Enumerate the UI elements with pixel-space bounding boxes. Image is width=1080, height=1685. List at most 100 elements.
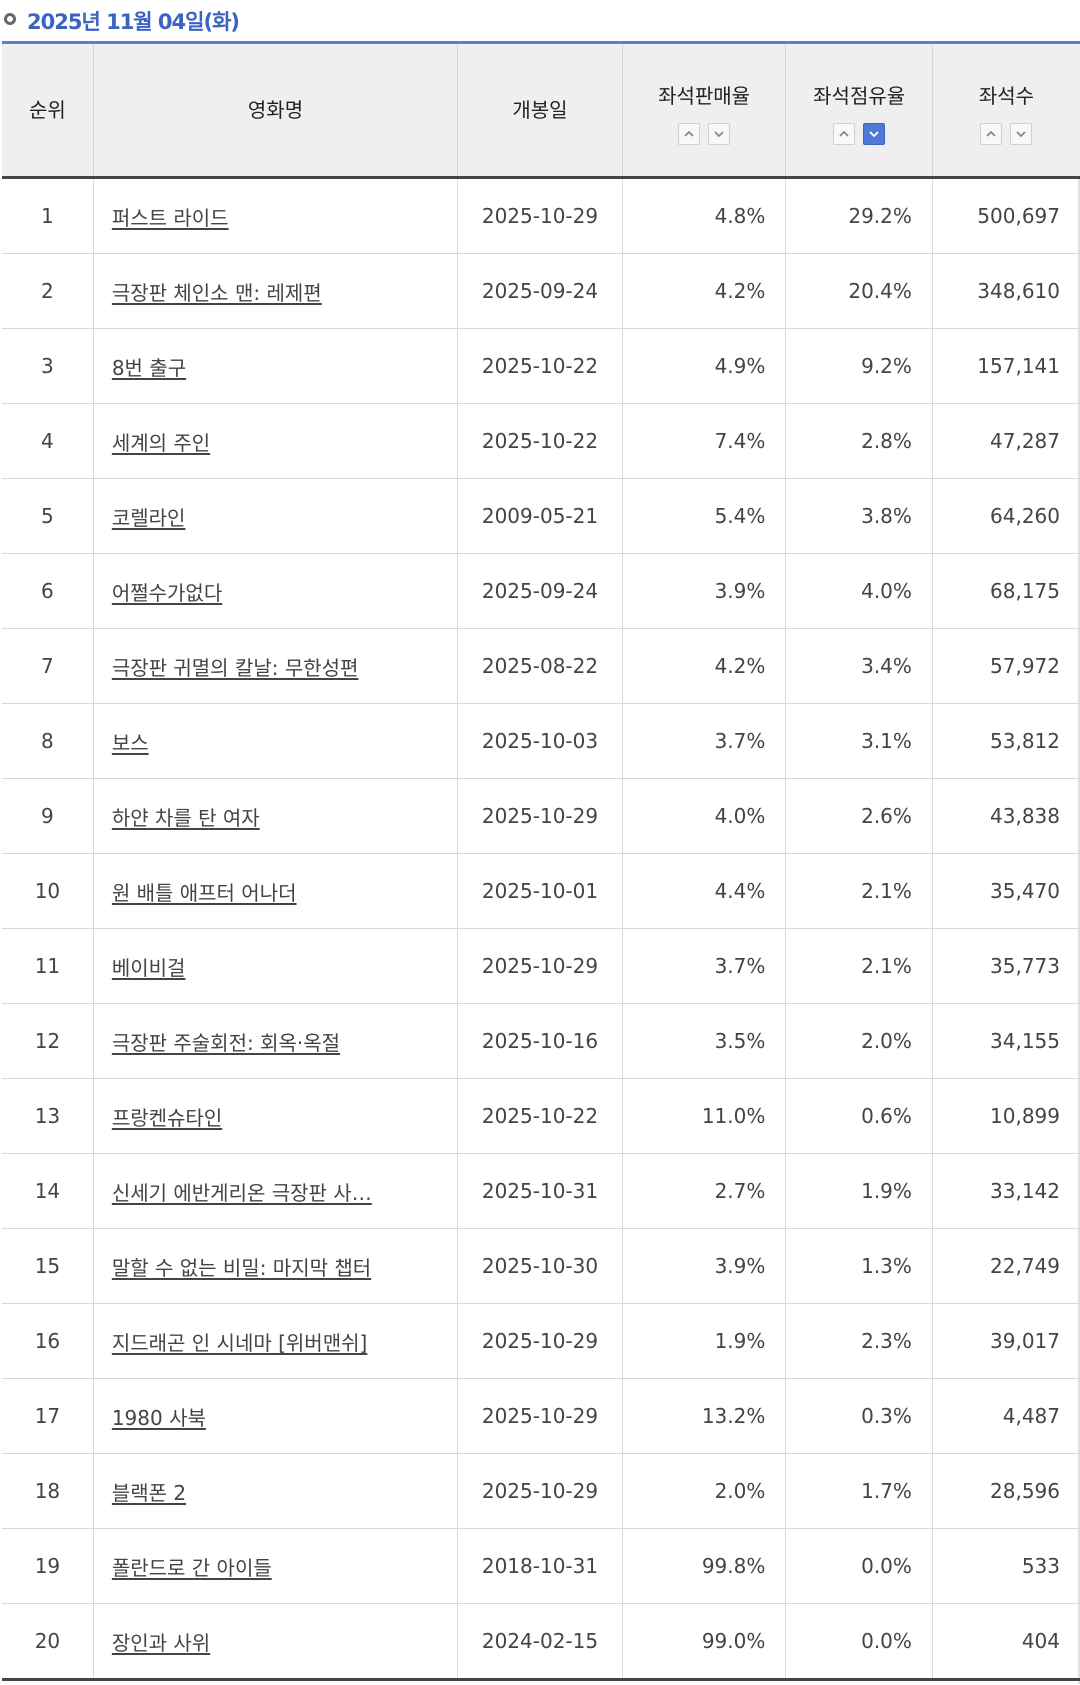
movie-title-link[interactable]: 극장판 귀멸의 칼날: 무한성편 xyxy=(111,655,359,680)
seat-share-cell: 2.3% xyxy=(785,1303,933,1379)
movie-title-link[interactable]: 극장판 체인소 맨: 레제편 xyxy=(111,280,322,305)
sale-rate-cell: 4.0% xyxy=(621,778,786,854)
table-row: 5 코렐라인 2009-05-21 5.4% 3.8% 64,260 xyxy=(2,478,1080,554)
sale-rate-cell: 4.9% xyxy=(621,328,786,404)
seats-cell: 500,697 xyxy=(931,177,1080,254)
rank-cell: 8 xyxy=(2,703,94,779)
table-row: 9 하얀 차를 탄 여자 2025-10-29 4.0% 2.6% 43,838 xyxy=(2,778,1080,854)
sale-rate-cell: 3.9% xyxy=(621,553,786,629)
box-office-table: 순위 영화명 개봉일 좌석판매율 좌석점유율 좌석수 xyxy=(2,44,1080,1681)
seat-share-cell: 2.0% xyxy=(785,1003,933,1079)
seats-cell: 4,487 xyxy=(931,1378,1080,1454)
release-date-cell: 2025-10-29 xyxy=(457,778,623,854)
chevron-down-icon[interactable] xyxy=(1010,123,1033,145)
chevron-down-icon[interactable] xyxy=(708,123,731,145)
table-row: 2 극장판 체인소 맨: 레제편 2025-09-24 4.2% 20.4% 348,61… xyxy=(2,253,1080,329)
seat-share-cell: 3.8% xyxy=(785,478,933,554)
seats-cell: 47,287 xyxy=(931,403,1080,479)
movie-title-link[interactable]: 신세기 에반게리온 극장판 사… xyxy=(111,1180,372,1205)
movie-title-link[interactable]: 장인과 사위 xyxy=(111,1630,211,1655)
header-rule xyxy=(2,41,1080,44)
title-cell: 극장판 주술회전: 회옥·옥절 xyxy=(92,1003,458,1079)
movie-title-link[interactable]: 프랑켄슈타인 xyxy=(111,1105,223,1130)
seats-cell: 348,610 xyxy=(931,253,1080,329)
table-row: 8 보스 2025-10-03 3.7% 3.1% 53,812 xyxy=(2,703,1080,779)
table-row: 20 장인과 사위 2024-02-15 99.0% 0.0% 404 xyxy=(2,1603,1080,1681)
title-cell: 코렐라인 xyxy=(92,478,458,554)
title-cell: 원 배틀 애프터 어나더 xyxy=(92,853,458,929)
title-cell: 베이비걸 xyxy=(92,928,458,1004)
movie-title-link[interactable]: 세계의 주인 xyxy=(111,430,211,455)
release-date-cell: 2025-10-29 xyxy=(457,177,623,254)
release-date-cell: 2025-10-22 xyxy=(457,1078,623,1154)
release-date-cell: 2025-10-29 xyxy=(457,1378,623,1454)
table-row: 18 블랙폰 2 2025-10-29 2.0% 1.7% 28,596 xyxy=(2,1453,1080,1529)
movie-title-link[interactable]: 말할 수 없는 비밀: 마지막 챕터 xyxy=(111,1255,372,1280)
seats-sort xyxy=(933,123,1080,145)
rank-cell: 6 xyxy=(2,553,94,629)
chevron-up-icon[interactable] xyxy=(678,123,701,145)
release-date-cell: 2025-08-22 xyxy=(457,628,623,704)
seats-cell: 57,972 xyxy=(931,628,1080,704)
table-row: 3 8번 출구 2025-10-22 4.9% 9.2% 157,141 xyxy=(2,328,1080,404)
col-seats: 좌석수 xyxy=(931,44,1080,179)
release-date-cell: 2025-10-31 xyxy=(457,1153,623,1229)
col-title: 영화명 xyxy=(92,44,458,179)
seats-cell: 10,899 xyxy=(931,1078,1080,1154)
title-cell: 세계의 주인 xyxy=(92,403,458,479)
chevron-up-icon[interactable] xyxy=(833,123,856,145)
rank-cell: 15 xyxy=(2,1228,94,1304)
seats-cell: 22,749 xyxy=(931,1228,1080,1304)
sale-rate-cell: 2.7% xyxy=(621,1153,786,1229)
release-date-cell: 2025-10-22 xyxy=(457,328,623,404)
movie-title-link[interactable]: 폴란드로 간 아이들 xyxy=(111,1555,272,1580)
movie-title-link[interactable]: 8번 출구 xyxy=(111,355,187,380)
seat-share-cell: 3.1% xyxy=(785,703,933,779)
sale-rate-cell: 4.4% xyxy=(621,853,786,929)
movie-title-link[interactable]: 블랙폰 2 xyxy=(111,1480,187,1505)
release-date-cell: 2025-09-24 xyxy=(457,253,623,329)
release-date-cell: 2025-10-01 xyxy=(457,853,623,929)
sale-rate-sort xyxy=(623,123,786,145)
movie-title-link[interactable]: 어쩔수가없다 xyxy=(111,580,223,605)
movie-title-link[interactable]: 베이비걸 xyxy=(111,955,186,980)
rank-cell: 4 xyxy=(2,403,94,479)
sale-rate-cell: 3.7% xyxy=(621,703,786,779)
seat-share-cell: 2.6% xyxy=(785,778,933,854)
movie-title-link[interactable]: 하얀 차를 탄 여자 xyxy=(111,805,260,830)
rank-cell: 1 xyxy=(2,177,94,254)
chevron-down-icon[interactable] xyxy=(863,123,886,145)
sale-rate-cell: 3.9% xyxy=(621,1228,786,1304)
movie-title-link[interactable]: 보스 xyxy=(111,730,149,755)
movie-title-link[interactable]: 1980 사북 xyxy=(111,1405,206,1430)
release-date-cell: 2025-09-24 xyxy=(457,553,623,629)
release-date-cell: 2025-10-29 xyxy=(457,928,623,1004)
date-header: 2025년 11월 04일(화) xyxy=(0,0,1080,42)
title-cell: 하얀 차를 탄 여자 xyxy=(92,778,458,854)
movie-title-link[interactable]: 원 배틀 애프터 어나더 xyxy=(111,880,297,905)
movie-title-link[interactable]: 극장판 주술회전: 회옥·옥절 xyxy=(111,1030,341,1055)
seat-share-cell: 1.7% xyxy=(785,1453,933,1529)
release-date-cell: 2024-02-15 xyxy=(457,1603,623,1681)
sale-rate-cell: 99.0% xyxy=(621,1603,786,1681)
table-row: 16 지드래곤 인 시네마 [위버맨쉬] 2025-10-29 1.9% 2.3% 39,… xyxy=(2,1303,1080,1379)
col-release: 개봉일 xyxy=(457,44,623,179)
chevron-up-icon[interactable] xyxy=(980,123,1003,145)
rank-cell: 14 xyxy=(2,1153,94,1229)
seat-share-cell: 2.1% xyxy=(785,853,933,929)
circle-bullet-icon xyxy=(4,13,16,25)
movie-title-link[interactable]: 코렐라인 xyxy=(111,505,186,530)
rank-cell: 13 xyxy=(2,1078,94,1154)
release-date-cell: 2025-10-22 xyxy=(457,403,623,479)
sale-rate-cell: 2.0% xyxy=(621,1453,786,1529)
movie-title-link[interactable]: 지드래곤 인 시네마 [위버맨쉬] xyxy=(111,1330,368,1355)
rank-cell: 10 xyxy=(2,853,94,929)
sale-rate-cell: 99.8% xyxy=(621,1528,786,1604)
seats-cell: 404 xyxy=(931,1603,1080,1681)
rank-cell: 12 xyxy=(2,1003,94,1079)
movie-title-link[interactable]: 퍼스트 라이드 xyxy=(111,205,229,230)
seats-cell: 33,142 xyxy=(931,1153,1080,1229)
release-date-cell: 2025-10-03 xyxy=(457,703,623,779)
release-date-cell: 2025-10-30 xyxy=(457,1228,623,1304)
rank-cell: 17 xyxy=(2,1378,94,1454)
